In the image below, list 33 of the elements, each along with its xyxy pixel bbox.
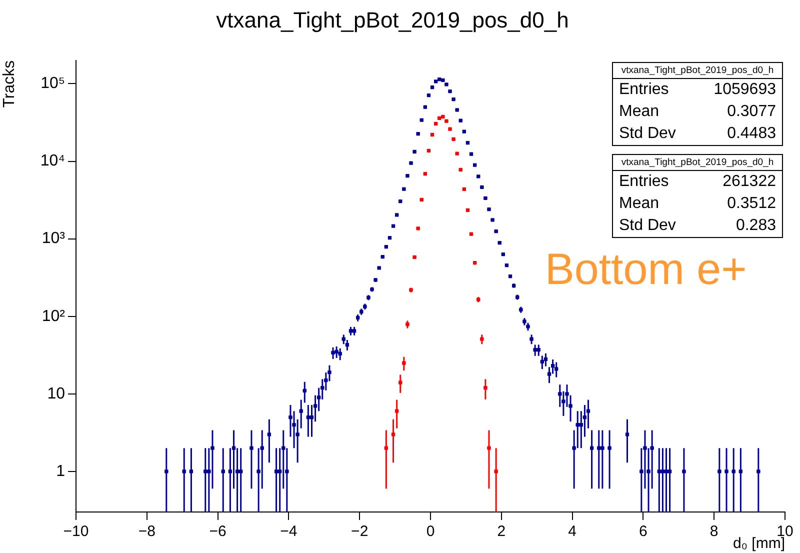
annotation: vtxana_Tight_pBot_2019_pos_d0_h — [613, 63, 782, 79]
annotation: vtxana_Tight_pBot_2019_pos_d0_h — [613, 155, 782, 171]
annotation: Entries — [619, 172, 669, 192]
x-tick-label: −6 — [209, 523, 226, 540]
annotation: 0.4483 — [727, 124, 776, 144]
chart-title: vtxana_Tight_pBot_2019_pos_d0_h — [216, 7, 569, 32]
y-tick-label: 10³ — [42, 230, 66, 248]
annotation: Entries — [619, 80, 669, 100]
x-tick-label: 2 — [497, 523, 506, 540]
annotation: Bottom e+ — [545, 245, 747, 295]
annotation: 1059693 — [714, 80, 776, 100]
x-tick-label: −10 — [63, 523, 89, 540]
y-tick-label: 10² — [42, 308, 66, 325]
annotation: 0.283 — [736, 216, 776, 236]
annotation: 0.3512 — [727, 194, 776, 214]
annotation: Std Dev — [619, 216, 676, 236]
x-tick-label: 4 — [568, 523, 576, 540]
y-tick-label: 10 — [47, 385, 66, 402]
x-tick-label: 8 — [710, 523, 718, 540]
x-tick-label: −2 — [351, 523, 368, 540]
y-tick-label: 10⁵ — [40, 75, 65, 92]
x-tick-label: −4 — [280, 523, 298, 540]
x-tick-label: 6 — [639, 523, 648, 540]
x-tick-label: 0 — [426, 523, 435, 540]
y-tick-label: 10⁴ — [40, 152, 66, 170]
annotation: Mean — [619, 194, 660, 214]
annotation: 261322 — [722, 172, 776, 192]
y-axis-title: Tracks — [1, 60, 18, 108]
annotation: 0.3077 — [727, 102, 776, 122]
x-tick-label: −8 — [138, 523, 156, 540]
annotation: Std Dev — [619, 124, 676, 144]
annotation: Mean — [619, 102, 660, 122]
y-tick-label: 1 — [56, 462, 66, 480]
